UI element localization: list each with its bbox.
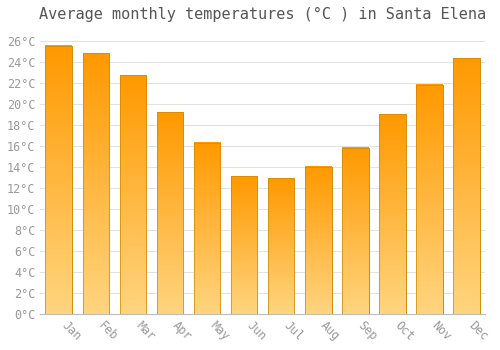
Bar (120, 75, 146, 314)
Bar (46, 46, 72, 314)
Bar (342, 148, 368, 314)
Bar (416, 85, 442, 314)
Bar (379, 114, 406, 314)
Bar (453, 58, 479, 314)
Bar (305, 167, 332, 314)
Bar (156, 112, 184, 314)
Bar (82, 53, 109, 314)
Bar (379, 114, 406, 314)
Bar (230, 176, 258, 314)
Bar (194, 142, 220, 314)
Bar (268, 178, 294, 314)
Bar (156, 112, 184, 314)
Bar (268, 178, 294, 314)
Bar (230, 176, 258, 314)
Bar (416, 85, 442, 314)
Bar (342, 148, 368, 314)
Bar (305, 167, 332, 314)
Title: Average monthly temperatures (°C ) in Santa Elena: Average monthly temperatures (°C ) in Sa… (39, 7, 486, 22)
Bar (120, 75, 146, 314)
Bar (82, 53, 109, 314)
Bar (194, 142, 220, 314)
Bar (453, 58, 479, 314)
Bar (46, 46, 72, 314)
